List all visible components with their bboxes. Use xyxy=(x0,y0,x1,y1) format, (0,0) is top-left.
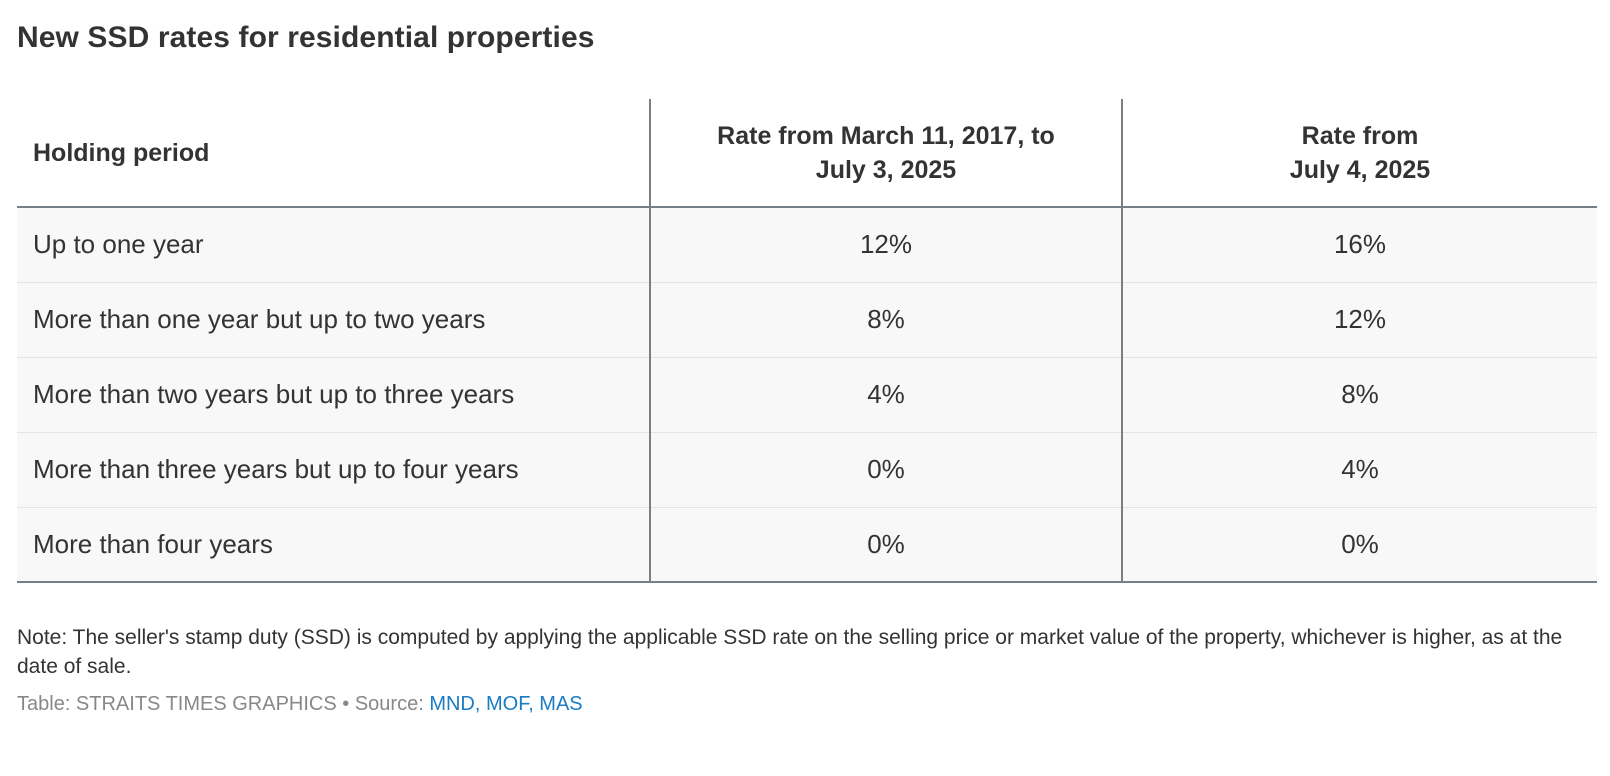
holding-period-cell: More than three years but up to four yea… xyxy=(17,431,650,507)
table-note: Note: The seller's stamp duty (SSD) is c… xyxy=(17,626,1563,678)
header-new-rate-line2: July 4, 2025 xyxy=(1289,155,1431,184)
header-holding-period-label: Holding period xyxy=(33,138,210,167)
old-rate-cell: 12% xyxy=(649,207,1122,282)
table-header-row: Holding period Rate from March 11, 2017,… xyxy=(17,99,1597,208)
table-title: New SSD rates for residential properties xyxy=(17,21,595,54)
header-new-rate: Rate from July 4, 2025 xyxy=(1121,99,1597,208)
new-rate-cell: 12% xyxy=(1121,281,1597,357)
holding-period-cell: More than one year but up to two years xyxy=(17,281,650,357)
source-links[interactable]: MND, MOF, MAS xyxy=(429,693,583,715)
table-row: More than two years but up to three year… xyxy=(17,356,1597,432)
new-rate-cell: 0% xyxy=(1121,506,1597,583)
old-rate-cell: 8% xyxy=(649,281,1122,357)
new-rate-cell: 4% xyxy=(1121,431,1597,507)
source-line: Table: STRAITS TIMES GRAPHICS • Source: … xyxy=(17,690,1597,718)
header-old-rate-line1: Rate from March 11, 2017, to xyxy=(717,121,1055,150)
old-rate-cell: 4% xyxy=(649,356,1122,432)
new-rate-cell: 8% xyxy=(1121,356,1597,432)
old-rate-cell: 0% xyxy=(649,506,1122,583)
chart-container: New SSD rates for residential properties… xyxy=(17,18,1597,718)
header-new-rate-line1: Rate from xyxy=(1301,121,1419,150)
holding-period-cell: More than four years xyxy=(17,506,650,583)
holding-period-cell: More than two years but up to three year… xyxy=(17,356,650,432)
table-row: More than one year but up to two years 8… xyxy=(17,281,1597,357)
table-row: More than four years 0% 0% xyxy=(17,506,1597,583)
header-old-rate-line2: July 3, 2025 xyxy=(815,155,957,184)
header-holding-period: Holding period xyxy=(17,99,650,208)
table-row: Up to one year 12% 16% xyxy=(17,207,1597,282)
new-rate-cell: 16% xyxy=(1121,207,1597,282)
old-rate-cell: 0% xyxy=(649,431,1122,507)
header-old-rate: Rate from March 11, 2017, to July 3, 202… xyxy=(649,99,1122,208)
source-prefix: Table: STRAITS TIMES GRAPHICS • Source: xyxy=(17,693,430,715)
table-row: More than three years but up to four yea… xyxy=(17,431,1597,507)
ssd-rates-table: Holding period Rate from March 11, 2017,… xyxy=(17,99,1597,583)
holding-period-cell: Up to one year xyxy=(17,207,650,282)
